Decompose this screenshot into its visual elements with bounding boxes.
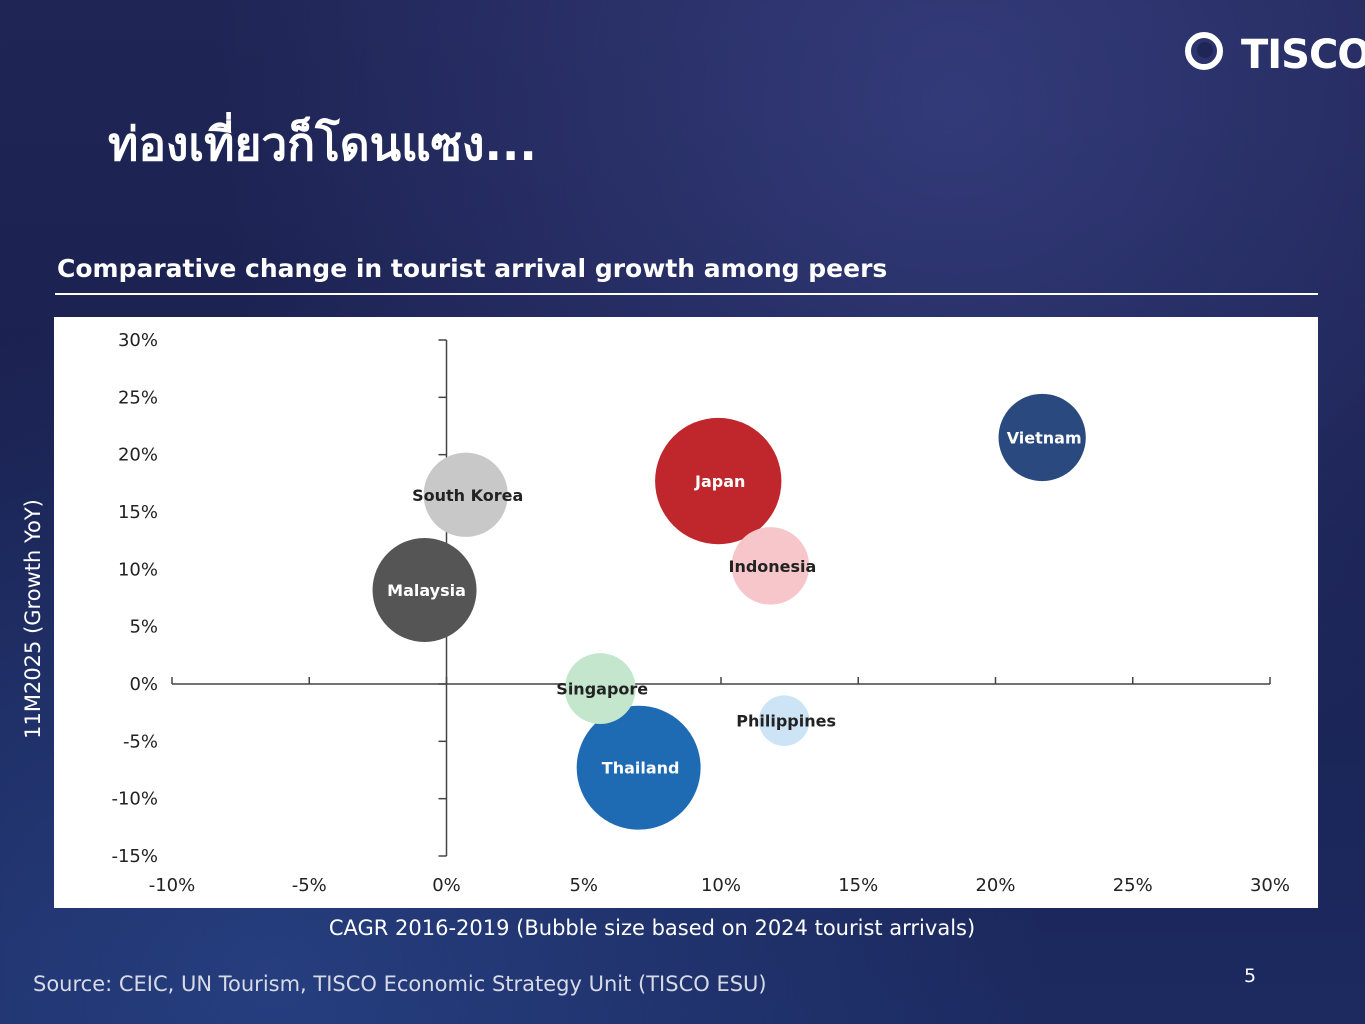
x-tick-label: 25% [1113, 875, 1153, 896]
bubble-thailand [576, 705, 701, 830]
bubble-label-vietnam: Vietnam [1007, 428, 1082, 447]
bubble-label-singapore: Singapore [556, 680, 648, 699]
bubble-label-thailand: Thailand [602, 759, 680, 778]
y-tick-label: 20% [118, 445, 158, 466]
y-tick-label: 30% [118, 330, 158, 351]
x-tick-label: 10% [701, 875, 741, 896]
y-tick-label: -10% [111, 789, 158, 810]
bubble-vietnam [998, 393, 1086, 482]
bubble-indonesia [731, 527, 810, 605]
chart-panel: -10% -5% 0% 5% 10% 15% 20% 25% 30% 30% 25% 20% 15% 10… [54, 317, 1318, 908]
x-tick-label: 0% [432, 875, 461, 896]
x-tick-label: 30% [1250, 875, 1290, 896]
bubble-label-philippines: Philippines [736, 712, 836, 731]
x-tick-label: 20% [975, 875, 1015, 896]
y-axis-label: 11M2025 (Growth YoY) [21, 499, 45, 739]
y-tick-label: 25% [118, 387, 158, 408]
bubble-label-malaysia: Malaysia [387, 581, 466, 600]
y-tick-label: -15% [111, 846, 158, 867]
x-tick-label: 5% [569, 875, 598, 896]
y-tick-label: 15% [118, 502, 158, 523]
source-note: Source: CEIC, UN Tourism, TISCO Economic… [33, 972, 767, 996]
x-tick-label: -5% [292, 875, 327, 896]
bubble-singapore [564, 653, 636, 725]
logo-text: TISCO [1241, 32, 1365, 78]
chart-subtitle: Comparative change in tourist arrival gr… [57, 254, 888, 283]
bubble-chart: -10% -5% 0% 5% 10% 15% 20% 25% 30% 30% 25% 20% 15% 10… [111, 330, 1290, 896]
x-axis-label: CAGR 2016-2019 (Bubble size based on 202… [328, 916, 976, 940]
bubble-label-south-korea: South Korea [412, 486, 523, 505]
tisco-logo: TISCO [1183, 30, 1365, 86]
bubble-label-japan: Japan [694, 472, 745, 491]
page-title: ท่องเที่ยวก็โดนแซง... [108, 117, 537, 171]
y-tick-label: -5% [123, 731, 158, 752]
y-tick-label: 5% [129, 617, 158, 638]
x-tick-label: 15% [838, 875, 878, 896]
subtitle-divider [55, 293, 1318, 295]
bubble-malaysia [372, 537, 477, 642]
bubble-label-indonesia: Indonesia [728, 557, 816, 576]
tisco-ring-icon [1185, 32, 1223, 70]
page-number: 5 [1244, 965, 1257, 987]
bubble-japan [655, 417, 782, 545]
y-tick-label: 0% [129, 674, 158, 695]
bubble-philippines [758, 695, 810, 746]
bubble-south-korea [423, 452, 508, 537]
y-tick-label: 10% [118, 559, 158, 580]
x-tick-label: -10% [149, 875, 196, 896]
